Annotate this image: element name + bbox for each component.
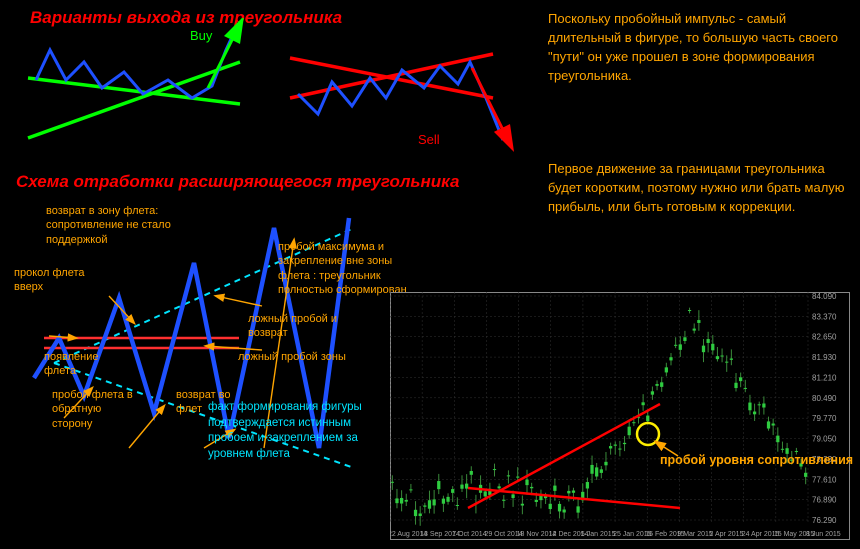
top-diagrams bbox=[8, 18, 528, 178]
svg-text:76.290: 76.290 bbox=[812, 516, 837, 525]
anno-appear-zone: появление флета bbox=[44, 350, 124, 379]
anno-break-resist: пробой уровня сопротивления bbox=[660, 452, 853, 468]
svg-text:5 Jan 2015: 5 Jan 2015 bbox=[581, 531, 616, 538]
anno-return-flet: возврат в зону флета: сопротивление не с… bbox=[46, 204, 196, 247]
anno-fact-form: факт формирования фигуры подтверждается … bbox=[208, 400, 388, 462]
svg-text:9 Mar 2015: 9 Mar 2015 bbox=[677, 531, 713, 538]
anno-false-zone: ложный пробой зоны bbox=[238, 350, 348, 364]
anno-prokol-up: прокол флета вверх bbox=[14, 266, 94, 295]
svg-text:79.050: 79.050 bbox=[812, 435, 837, 444]
svg-text:82.650: 82.650 bbox=[812, 333, 837, 342]
svg-text:83.370: 83.370 bbox=[812, 312, 837, 321]
svg-text:76.890: 76.890 bbox=[812, 496, 837, 505]
svg-text:2 Apr 2015: 2 Apr 2015 bbox=[710, 531, 744, 538]
anno-false-break-return: ложный пробой и возврат bbox=[248, 312, 368, 341]
anno-break-reverse: пробой флета в обратную сторону bbox=[52, 388, 142, 431]
svg-text:79.770: 79.770 bbox=[812, 414, 837, 423]
svg-text:8 Jun 2015: 8 Jun 2015 bbox=[806, 531, 841, 538]
svg-text:84.090: 84.090 bbox=[812, 292, 837, 301]
svg-text:7 Oct 2014: 7 Oct 2014 bbox=[452, 531, 486, 538]
svg-text:80.490: 80.490 bbox=[812, 394, 837, 403]
paragraph-2: Первое движение за границами треугольник… bbox=[548, 160, 848, 217]
anno-probe-max: пробой максимума и закрепление вне зоны … bbox=[278, 240, 418, 297]
svg-text:81.210: 81.210 bbox=[812, 373, 837, 382]
price-chart-svg: 84.090 83.370 82.650 81.930 81.210 80.490 79.7… bbox=[390, 292, 850, 540]
svg-text:77.610: 77.610 bbox=[812, 475, 837, 484]
svg-text:81.930: 81.930 bbox=[812, 353, 837, 362]
paragraph-1: Поскольку пробойный импульс - самый длит… bbox=[548, 10, 848, 85]
